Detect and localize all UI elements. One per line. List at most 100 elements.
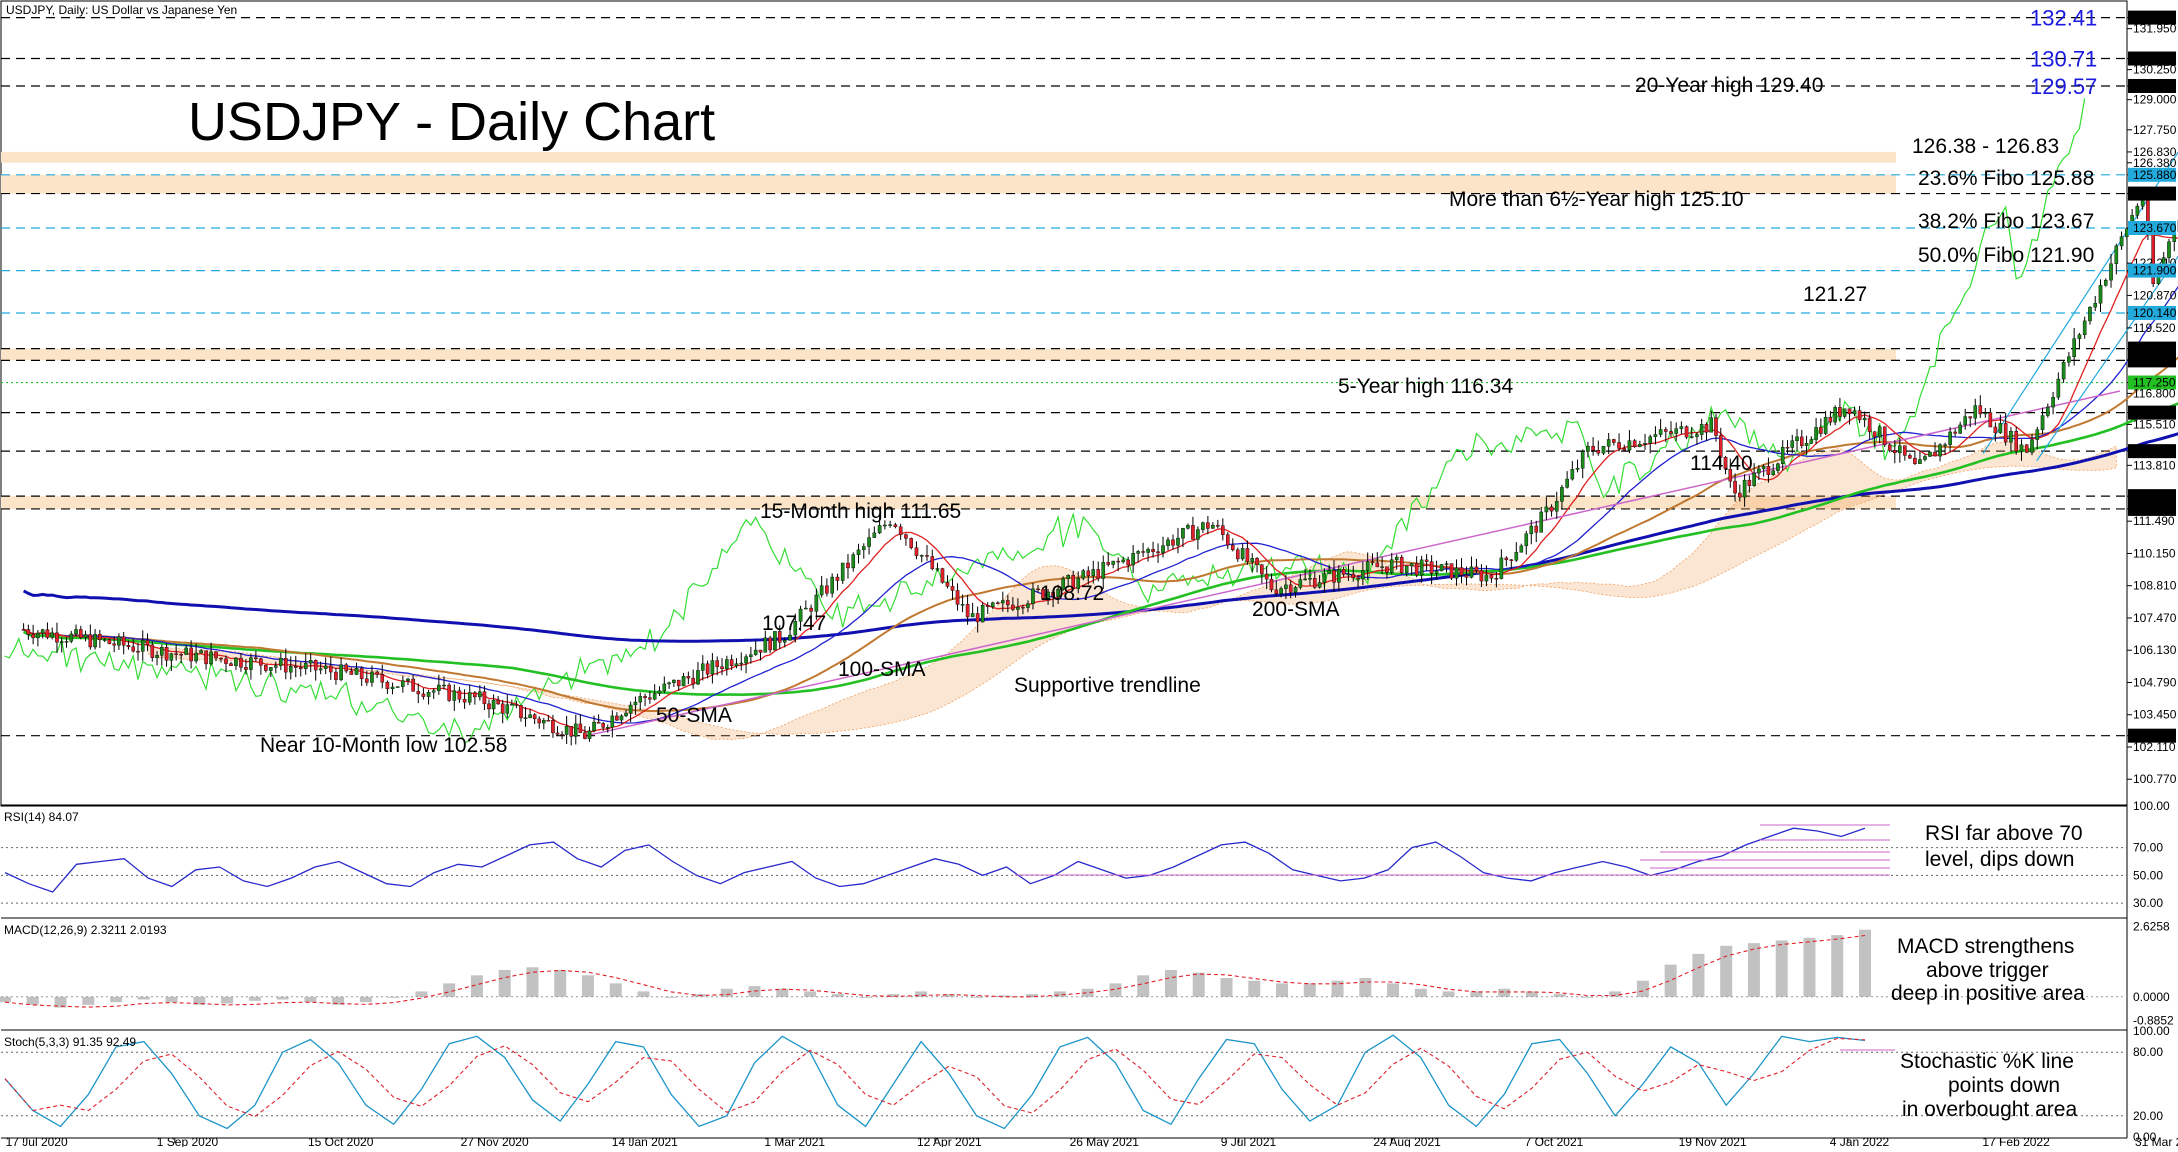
candle-body-249: [1251, 558, 1254, 561]
candle-body-301: [1505, 558, 1508, 560]
candle-body-312: [1560, 487, 1563, 501]
candle-body-113: [574, 724, 577, 736]
candle-body-265: [1328, 570, 1331, 573]
macd-bar-35: [971, 997, 983, 998]
x-tick-label-12: 4 Jan 2022: [1830, 1135, 1890, 1147]
candle-body-166: [831, 577, 834, 593]
candle-body-221: [1112, 561, 1115, 564]
candle-body-262: [1313, 578, 1316, 587]
rsi-ann-line2: level, dips down: [1925, 848, 2074, 871]
candle-body-2: [32, 634, 35, 638]
candle-body-351: [1757, 469, 1760, 473]
candle-body-229: [1151, 549, 1154, 551]
candle-body-8: [60, 642, 63, 643]
candle-body-109: [556, 733, 559, 735]
candle-body-292: [1460, 568, 1463, 576]
candle-body-396: [1979, 406, 1982, 414]
candle-body-230: [1156, 552, 1159, 553]
candle-body-256: [1284, 585, 1287, 589]
candle-body-30: [165, 647, 168, 660]
candle-body-247: [1241, 548, 1244, 559]
candle-body-313: [1566, 479, 1569, 487]
candle-body-158: [788, 635, 791, 640]
candle-body-164: [820, 586, 823, 595]
candle-body-52: [274, 666, 277, 668]
candle-body-380: [1898, 446, 1901, 453]
candle-body-317: [1586, 446, 1589, 451]
candle-body-257: [1289, 585, 1292, 593]
candle-body-352: [1762, 466, 1765, 469]
candle-body-7: [55, 633, 58, 642]
candle-body-239: [1201, 523, 1204, 530]
ann-100-sma: 100-SMA: [838, 658, 926, 681]
x-tick-label-9: 24 Aug 2021: [1373, 1135, 1441, 1147]
candle-body-421: [2109, 264, 2112, 280]
candle-body-322: [1612, 439, 1615, 442]
candle-body-251: [1260, 565, 1263, 574]
price-tick-label-35: 102.110: [2133, 740, 2176, 754]
candle-body-387: [1933, 452, 1936, 456]
ann-10m-low: Near 10-Month low 102.58: [260, 734, 507, 757]
candle-body-151: [754, 650, 757, 655]
candle-body-137: [687, 676, 690, 678]
price-tick-label-16: 119.520: [2133, 321, 2176, 335]
candle-body-183: [920, 555, 923, 556]
rsi-tick-2: 50.00: [2133, 868, 2163, 882]
candle-body-406: [2030, 440, 2033, 453]
candle-body-383: [1913, 458, 1916, 464]
candle-body-48: [254, 658, 257, 659]
candle-body-242: [1216, 525, 1219, 526]
stoch-tick-0: 100.00: [2133, 1024, 2170, 1038]
candle-body-24: [136, 651, 139, 652]
candle-body-293: [1465, 575, 1468, 577]
candle-body-243: [1221, 526, 1224, 535]
candle-body-90: [468, 693, 471, 703]
candle-body-390: [1949, 432, 1952, 445]
rsi-line: [5, 828, 1865, 892]
candle-body-284: [1420, 560, 1423, 575]
candle-body-225: [1132, 553, 1135, 565]
candle-body-150: [749, 655, 752, 657]
macd-bar-6: [166, 997, 178, 1002]
candle-body-305: [1525, 534, 1528, 546]
candle-body-178: [894, 525, 897, 527]
candle-body-57: [299, 668, 302, 669]
candle-body-25: [141, 640, 144, 651]
candle-body-255: [1279, 589, 1282, 594]
price-tick-label-14: 120.870: [2133, 288, 2177, 302]
candle-body-382: [1908, 455, 1911, 458]
candle-body-105: [538, 719, 541, 723]
candle-body-32: [175, 654, 178, 655]
candle-body-413: [2067, 357, 2070, 362]
macd-bar-50: [1387, 983, 1399, 996]
candle-body-12: [79, 629, 82, 637]
candle-body-215: [1082, 571, 1085, 579]
candle-body-397: [1984, 413, 1987, 414]
candle-body-287: [1435, 571, 1438, 573]
candle-body-103: [529, 715, 532, 718]
candle-body-346: [1733, 481, 1736, 493]
price-tick-label-15: 120.140: [2133, 306, 2177, 320]
macd-bar-13: [360, 997, 372, 1002]
stoch-title: Stoch(5,3,3) 91.35 92.49: [4, 1035, 136, 1049]
candle-body-108: [551, 720, 554, 733]
macd-bar-15: [415, 991, 427, 996]
candle-body-92: [478, 692, 481, 697]
candle-body-50: [264, 665, 267, 670]
candle-body-41: [219, 658, 222, 659]
candle-body-316: [1581, 452, 1584, 469]
candle-body-101: [519, 705, 522, 717]
price-tick-label-23: 114.400: [2133, 444, 2176, 458]
candle-body-307: [1535, 526, 1538, 532]
candle-body-56: [294, 666, 297, 667]
candle-body-248: [1246, 548, 1249, 561]
candle-body-223: [1122, 560, 1125, 562]
candle-body-423: [2120, 237, 2123, 246]
candle-body-384: [1918, 460, 1921, 464]
candle-body-386: [1928, 452, 1931, 456]
candle-body-335: [1680, 427, 1683, 429]
macd-bar-8: [221, 997, 233, 1004]
price-y-axis: 132.410131.950130.710130.250129.570129.0…: [2030, 6, 2177, 787]
candle-body-314: [1571, 469, 1574, 479]
stoch-ann-line2: points down: [1948, 1074, 2060, 1097]
